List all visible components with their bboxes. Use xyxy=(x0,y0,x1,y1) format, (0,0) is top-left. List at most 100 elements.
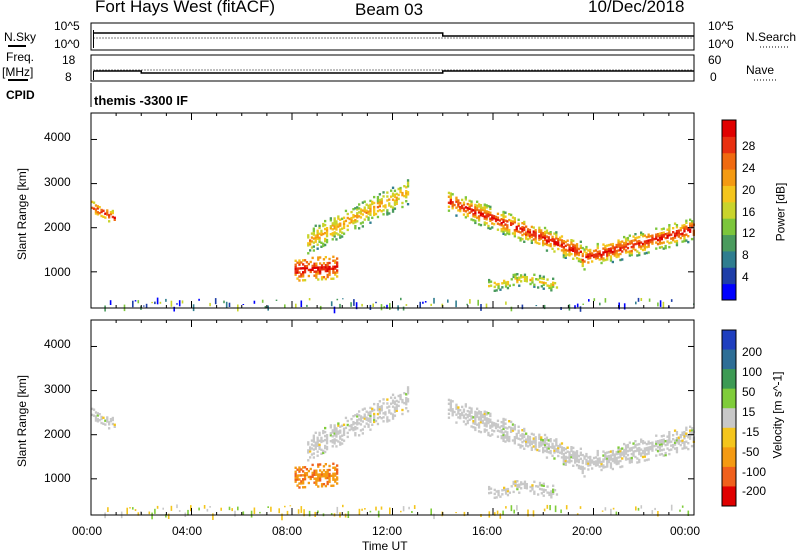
echo-cell xyxy=(656,235,660,238)
echo-cell xyxy=(624,446,628,449)
echo-cell xyxy=(523,484,527,487)
echo-cell xyxy=(677,436,680,439)
echo-cell xyxy=(406,185,410,188)
echo-cell xyxy=(339,224,342,227)
echo-cell xyxy=(670,440,673,443)
echo-cell xyxy=(501,489,504,492)
echo-cell xyxy=(668,437,671,440)
echo-cell xyxy=(664,244,667,248)
echo-cell xyxy=(666,439,669,442)
echo-cell xyxy=(331,232,334,235)
echo-cell xyxy=(369,410,372,414)
echo-cell xyxy=(332,466,335,469)
echo-cell xyxy=(624,456,628,459)
echo-cell xyxy=(517,222,520,225)
clutter-cell xyxy=(513,509,515,514)
echo-cell xyxy=(313,477,316,480)
echo-cell xyxy=(521,233,524,237)
echo-cell xyxy=(489,487,493,490)
echo-cell xyxy=(494,215,498,219)
echo-cell xyxy=(577,466,581,470)
echo-cell xyxy=(517,218,520,221)
echo-cell xyxy=(329,227,332,230)
echo-cell xyxy=(523,482,527,485)
echo-cell xyxy=(683,235,686,239)
echo-cell xyxy=(333,235,336,238)
echo-cell xyxy=(403,194,406,198)
echo-cell xyxy=(317,477,320,480)
echo-cell xyxy=(502,417,505,421)
echo-cell xyxy=(354,227,357,230)
echo-cell xyxy=(534,440,537,443)
clutter-cell xyxy=(264,306,267,309)
echo-cell xyxy=(303,474,307,477)
echo-cell xyxy=(602,450,605,453)
echo-cell xyxy=(645,442,648,446)
echo-cell xyxy=(649,442,652,445)
echo-cell xyxy=(547,244,550,247)
echo-cell xyxy=(462,213,466,216)
echo-cell xyxy=(470,407,473,410)
echo-cell xyxy=(523,279,527,282)
echo-cell xyxy=(523,486,527,489)
echo-cell xyxy=(393,203,397,206)
echo-cell xyxy=(393,201,397,204)
echo-cell xyxy=(300,275,303,278)
echo-cell xyxy=(346,224,349,228)
echo-cell xyxy=(382,416,385,419)
echo-cell xyxy=(653,237,656,241)
echo-cell xyxy=(673,240,677,243)
echo-cell xyxy=(496,228,500,231)
echo-cell xyxy=(523,275,527,278)
echo-cell xyxy=(518,491,521,494)
echo-cell xyxy=(602,247,605,250)
clutter-cell xyxy=(132,300,134,308)
echo-cell xyxy=(615,462,618,466)
power-colorbar-segment xyxy=(722,169,736,186)
echo-cell xyxy=(493,223,496,226)
clutter-cell xyxy=(286,510,289,515)
echo-cell xyxy=(324,446,327,450)
echo-cell xyxy=(628,457,631,460)
echo-cell xyxy=(685,239,688,242)
echo-cell xyxy=(318,445,321,448)
echo-cell xyxy=(626,449,630,453)
echo-cell xyxy=(342,220,346,223)
echo-cell xyxy=(564,455,567,459)
echo-cell xyxy=(523,240,526,243)
echo-cell xyxy=(464,403,467,406)
echo-cell xyxy=(500,436,503,440)
echo-cell xyxy=(655,434,658,437)
echo-cell xyxy=(361,213,364,216)
echo-cell xyxy=(638,253,641,257)
echo-cell xyxy=(575,458,579,461)
echo-cell xyxy=(685,440,688,443)
echo-cell xyxy=(109,212,113,216)
echo-cell xyxy=(104,212,107,215)
echo-cell xyxy=(96,213,99,216)
clutter-cell xyxy=(344,513,347,518)
echo-cell xyxy=(316,243,319,246)
echo-cell xyxy=(572,464,575,467)
echo-cell xyxy=(607,243,611,247)
echo-cell xyxy=(623,247,626,251)
echo-cell xyxy=(577,251,581,255)
echo-cell xyxy=(449,403,452,406)
echo-cell xyxy=(479,210,483,213)
echo-cell xyxy=(579,447,582,450)
echo-cell xyxy=(626,238,630,242)
clutter-cell xyxy=(670,299,673,302)
clutter-cell xyxy=(206,508,209,512)
echo-cell xyxy=(305,261,309,264)
echo-cell xyxy=(401,191,404,195)
echo-cell xyxy=(551,454,554,457)
echo-cell xyxy=(630,448,633,452)
echo-cell xyxy=(570,239,573,242)
echo-cell xyxy=(514,484,517,487)
echo-cell xyxy=(641,455,645,459)
echo-cell xyxy=(656,449,660,453)
echo-cell xyxy=(367,425,370,428)
echo-cell xyxy=(315,270,318,273)
echo-cell xyxy=(526,234,530,237)
